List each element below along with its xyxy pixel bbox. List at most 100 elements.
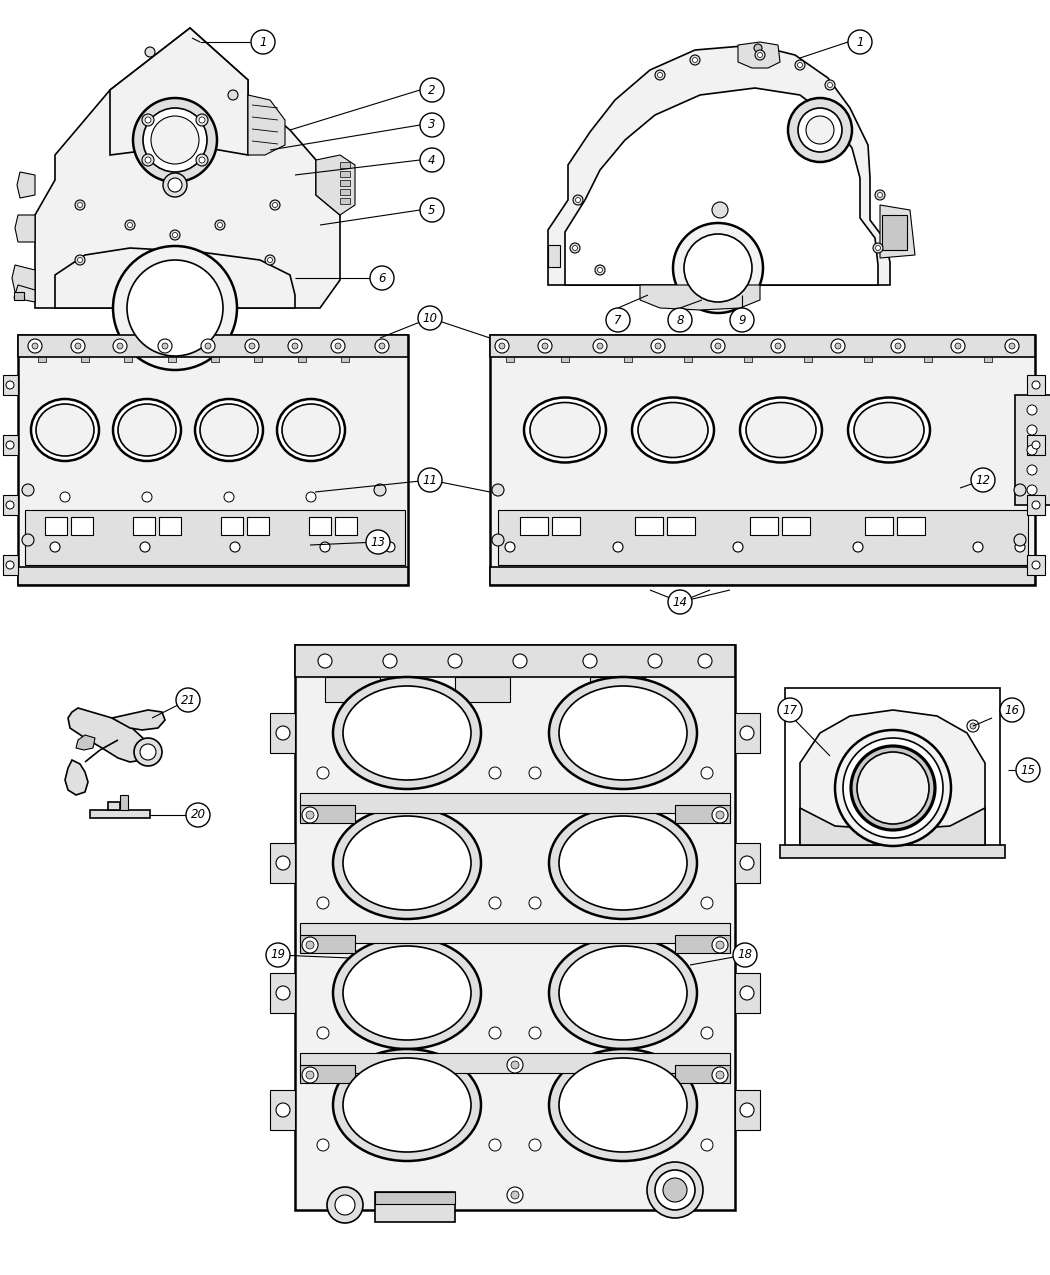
Ellipse shape: [549, 807, 697, 919]
Circle shape: [127, 260, 223, 356]
Bar: [335, 516, 357, 536]
Bar: [108, 802, 120, 810]
Bar: [490, 335, 1035, 357]
Circle shape: [117, 343, 123, 349]
Circle shape: [698, 654, 712, 668]
Circle shape: [673, 223, 763, 312]
Bar: [782, 516, 810, 536]
Circle shape: [113, 246, 237, 370]
Text: 20: 20: [190, 808, 206, 821]
Bar: [300, 1065, 355, 1082]
Polygon shape: [800, 710, 985, 845]
Circle shape: [716, 1071, 724, 1079]
Ellipse shape: [549, 937, 697, 1049]
Circle shape: [492, 484, 504, 496]
Circle shape: [573, 195, 583, 205]
Bar: [18, 567, 408, 585]
Text: 4: 4: [428, 153, 436, 167]
Circle shape: [583, 654, 597, 668]
Bar: [375, 1192, 455, 1221]
Bar: [3, 555, 18, 575]
Circle shape: [757, 52, 762, 57]
Bar: [45, 516, 67, 536]
Text: 1: 1: [259, 36, 267, 48]
Ellipse shape: [549, 1049, 697, 1162]
Circle shape: [529, 1139, 541, 1151]
Circle shape: [142, 154, 154, 166]
Circle shape: [973, 542, 983, 552]
Circle shape: [383, 654, 397, 668]
Bar: [864, 357, 872, 362]
Circle shape: [505, 542, 514, 552]
Circle shape: [320, 542, 330, 552]
Ellipse shape: [559, 1058, 687, 1153]
Bar: [3, 435, 18, 455]
Polygon shape: [12, 265, 35, 292]
Ellipse shape: [854, 403, 924, 458]
Circle shape: [711, 339, 724, 353]
Circle shape: [1027, 484, 1037, 495]
Ellipse shape: [333, 807, 481, 919]
Bar: [220, 516, 243, 536]
Bar: [3, 375, 18, 395]
Bar: [326, 677, 380, 703]
Circle shape: [78, 258, 83, 263]
Bar: [375, 1192, 455, 1204]
Polygon shape: [112, 710, 165, 731]
Bar: [247, 516, 269, 536]
Ellipse shape: [36, 404, 94, 456]
Bar: [300, 923, 730, 944]
Bar: [490, 567, 1035, 585]
Circle shape: [200, 117, 205, 122]
Circle shape: [205, 343, 211, 349]
Bar: [309, 516, 331, 536]
Text: 15: 15: [1021, 764, 1035, 776]
Circle shape: [895, 343, 901, 349]
Circle shape: [655, 1170, 695, 1210]
Circle shape: [499, 343, 505, 349]
Circle shape: [597, 343, 603, 349]
Ellipse shape: [848, 398, 930, 463]
Ellipse shape: [343, 686, 471, 780]
Circle shape: [1027, 465, 1037, 476]
Text: 9: 9: [738, 314, 746, 326]
Circle shape: [848, 31, 872, 54]
Polygon shape: [65, 760, 88, 796]
Circle shape: [1032, 441, 1040, 449]
Circle shape: [967, 720, 979, 732]
Circle shape: [775, 343, 781, 349]
Bar: [561, 357, 569, 362]
Text: 21: 21: [181, 694, 195, 706]
Ellipse shape: [638, 403, 708, 458]
Bar: [667, 516, 695, 536]
Circle shape: [613, 542, 623, 552]
Ellipse shape: [559, 946, 687, 1040]
Circle shape: [133, 98, 217, 182]
Circle shape: [374, 534, 386, 546]
Bar: [785, 688, 1000, 853]
Circle shape: [853, 542, 863, 552]
Bar: [159, 516, 181, 536]
Polygon shape: [35, 28, 340, 309]
Ellipse shape: [632, 398, 714, 463]
Bar: [1027, 435, 1045, 455]
Circle shape: [489, 1139, 501, 1151]
Polygon shape: [76, 734, 94, 750]
Circle shape: [1016, 759, 1040, 782]
Circle shape: [6, 561, 14, 569]
Circle shape: [1005, 339, 1018, 353]
Bar: [520, 516, 548, 536]
Circle shape: [113, 339, 127, 353]
Bar: [548, 245, 560, 266]
Bar: [590, 677, 645, 703]
Text: 7: 7: [614, 314, 622, 326]
Circle shape: [701, 768, 713, 779]
Circle shape: [831, 339, 845, 353]
Circle shape: [575, 198, 581, 203]
Circle shape: [489, 898, 501, 909]
Circle shape: [970, 723, 976, 729]
Circle shape: [266, 944, 290, 966]
Circle shape: [318, 654, 332, 668]
Circle shape: [798, 108, 842, 152]
Circle shape: [306, 941, 314, 949]
